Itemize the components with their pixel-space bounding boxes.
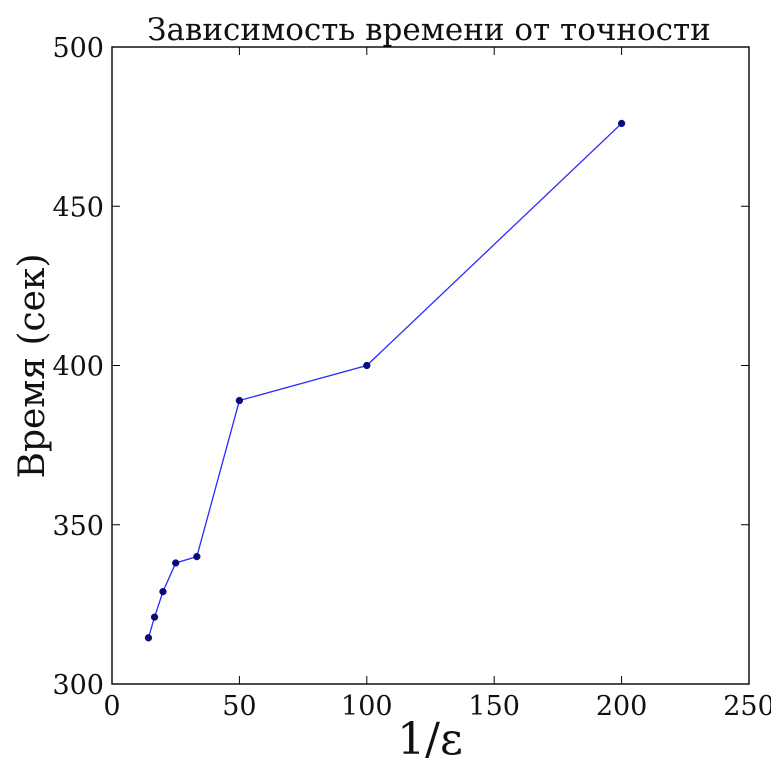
x-tick-label: 0 [103, 691, 120, 722]
data-point [150, 613, 159, 621]
axis-tick-labels: 0 50 100 150 200 250 300 350 400 450 500 [52, 33, 771, 722]
data-point [159, 587, 167, 596]
data-point [617, 119, 626, 128]
data-point [172, 559, 180, 567]
y-tick-label: 400 [52, 352, 104, 383]
data-point [235, 396, 244, 405]
data-points [144, 119, 626, 642]
x-tick-label: 150 [468, 691, 520, 722]
axis-ticks [111, 46, 750, 685]
y-tick-label: 300 [52, 670, 104, 701]
data-series-line [147, 122, 623, 639]
x-tick-label: 250 [723, 691, 771, 722]
x-tick-label: 200 [596, 691, 648, 722]
y-tick-label: 500 [52, 33, 104, 64]
data-point [363, 361, 371, 370]
chart-title: Зависимость времени от точности [147, 12, 711, 48]
plot-area [111, 46, 750, 685]
x-tick-label: 50 [222, 691, 256, 722]
y-tick-label: 350 [52, 511, 104, 542]
x-tick-label: 100 [341, 691, 393, 722]
x-axis-label: 1/ε [397, 714, 463, 763]
y-tick-label: 450 [52, 192, 104, 223]
y-axis-label: Время (сек) [12, 253, 53, 478]
data-point [144, 634, 153, 642]
data-point [193, 552, 201, 561]
